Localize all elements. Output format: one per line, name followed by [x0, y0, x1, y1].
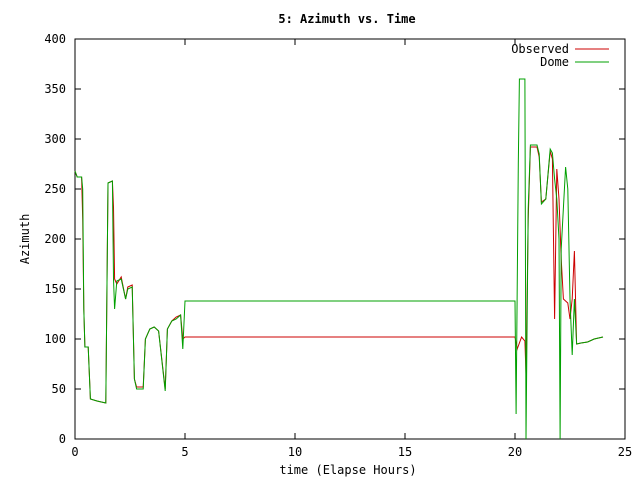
x-tick-label: 20	[508, 445, 522, 459]
x-tick-label: 0	[71, 445, 78, 459]
y-axis: 0 50 100 150 200 250 300 350 400	[44, 32, 625, 446]
y-tick-label: 400	[44, 32, 66, 46]
legend-label-observed: Observed	[511, 42, 569, 56]
y-tick-label: 100	[44, 332, 66, 346]
y-tick-label: 200	[44, 232, 66, 246]
series-line-observed	[74, 146, 604, 404]
series-layer	[74, 78, 604, 440]
x-tick-label: 25	[618, 445, 632, 459]
y-tick-label: 50	[52, 382, 66, 396]
x-tick-label: 5	[181, 445, 188, 459]
y-axis-label: Azimuth	[18, 214, 32, 265]
x-axis-label: time (Elapse Hours)	[279, 463, 416, 477]
x-axis: 0 5 10 15 20 25	[71, 39, 632, 459]
legend: Observed Dome	[511, 42, 609, 69]
plot-frame	[74, 38, 626, 440]
chart-title: 5: Azimuth vs. Time	[278, 12, 415, 26]
y-tick-label: 0	[59, 432, 66, 446]
y-tick-label: 150	[44, 282, 66, 296]
x-tick-label: 15	[398, 445, 412, 459]
series-line-dome	[74, 78, 604, 440]
x-tick-label: 10	[288, 445, 302, 459]
y-tick-label: 250	[44, 182, 66, 196]
y-tick-label: 300	[44, 132, 66, 146]
y-tick-label: 350	[44, 82, 66, 96]
legend-label-dome: Dome	[540, 55, 569, 69]
